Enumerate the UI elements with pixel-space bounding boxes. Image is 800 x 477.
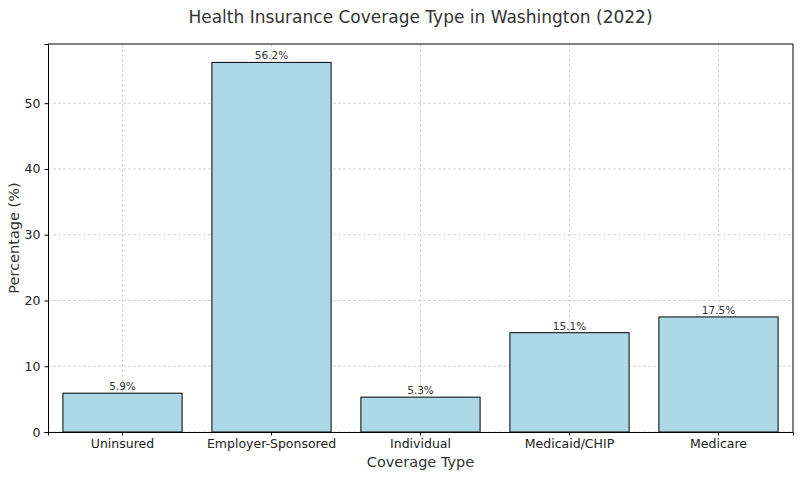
data-label: 56.2% [255, 49, 288, 61]
x-tick: Medicaid/CHIP [525, 432, 615, 451]
x-tick: Medicare [690, 432, 747, 451]
x-tick-label: Medicare [690, 436, 747, 451]
data-labels: 5.9% 56.2% 5.3% 15.1% 17.5% [109, 49, 735, 396]
y-tick: 20 [25, 293, 48, 308]
x-axis-title: Coverage Type [367, 454, 474, 470]
y-axis-title: Percentage (%) [6, 182, 22, 293]
plot-area: Uninsured Employer-Sponsored Individual Med… [25, 44, 794, 451]
x-tick-label: Employer-Sponsored [207, 436, 336, 451]
y-grid-line [48, 103, 793, 104]
x-tick-label: Medicaid/CHIP [525, 436, 615, 451]
y-tick-mark [45, 366, 49, 367]
bar [361, 397, 480, 432]
y-tick-label: 40 [25, 161, 41, 176]
data-label: 15.1% [553, 320, 586, 332]
y-tick-mark [45, 300, 49, 301]
y-tick-label: 0 [33, 425, 41, 440]
data-label: 5.9% [109, 380, 136, 392]
y-tick-label: 20 [25, 293, 41, 308]
bar [63, 393, 182, 432]
x-tick-mark [271, 432, 272, 436]
plot-frame [793, 44, 794, 432]
x-tick-label: Uninsured [91, 436, 154, 451]
y-tick: 30 [25, 227, 48, 242]
y-tick: 50 [25, 96, 48, 111]
grid [48, 44, 793, 432]
x-grid-line [420, 44, 421, 432]
y-tick-mark [45, 432, 49, 433]
data-label: 5.3% [407, 384, 434, 396]
x-tick: Employer-Sponsored [207, 432, 336, 451]
bar [659, 317, 778, 432]
y-tick-mark [45, 169, 49, 170]
data-label: 17.5% [702, 304, 735, 316]
y-tick-label: 30 [25, 227, 41, 242]
x-tick-mark [569, 432, 570, 436]
x-axis: Uninsured Employer-Sponsored Individual Med… [49, 432, 794, 451]
y-tick-label: 50 [25, 96, 41, 111]
y-tick-mark [45, 235, 49, 236]
y-tick: 10 [25, 359, 48, 374]
y-tick: 40 [25, 161, 48, 176]
y-tick: 0 [33, 425, 48, 440]
bar [212, 62, 331, 432]
bars [63, 62, 778, 432]
chart-title: Health Insurance Coverage Type in Washin… [188, 7, 652, 27]
axis-line [49, 433, 794, 436]
x-tick: Uninsured [91, 432, 154, 451]
x-tick: Individual [390, 432, 451, 451]
x-tick-mark [122, 432, 123, 436]
bar [510, 333, 629, 432]
chart-svg: Uninsured Employer-Sponsored Individual Med… [0, 0, 800, 477]
x-grid-line [122, 44, 123, 432]
y-tick-label: 10 [25, 359, 41, 374]
y-tick-mark [45, 103, 49, 104]
y-axis: 0 10 20 30 40 50 [25, 45, 49, 440]
x-tick-mark [718, 432, 719, 436]
x-tick-mark [420, 432, 421, 436]
plot-frame [48, 44, 793, 45]
axis-line [45, 45, 49, 433]
x-tick-label: Individual [390, 436, 451, 451]
